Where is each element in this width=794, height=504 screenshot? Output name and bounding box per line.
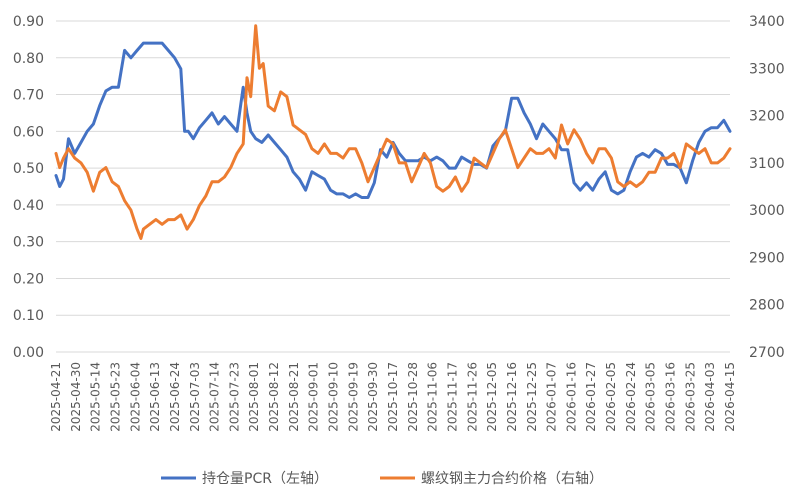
x-tick-label: 2025-11-06 [426,362,440,432]
y-left-tick-label: 0.30 [13,235,44,251]
x-tick-label: 2025-05-14 [89,362,103,432]
y-right-tick-label: 2800 [749,298,785,314]
y-left-tick-label: 0.70 [13,88,44,104]
x-tick-label: 2025-09-19 [346,362,360,432]
gridlines [56,20,730,353]
x-tick-label: 2026-04-03 [703,362,717,432]
x-tick-label: 2026-03-16 [664,362,678,432]
x-tick-label: 2026-01-07 [545,362,559,432]
legend: 持仓量PCR（左轴） 螺纹钢主力合约价格（右轴） [161,471,603,487]
x-tick-label: 2026-01-27 [584,362,598,432]
x-tick-label: 2025-08-01 [247,362,261,432]
y-left-tick-label: 0.90 [13,14,44,30]
x-tick-label: 2026-01-16 [564,362,578,432]
x-tick-label: 2025-07-03 [188,362,202,432]
x-tick-label: 2025-07-14 [208,362,222,432]
right-axis-ticks: 2700 2800 2900 3000 3100 3200 3300 3400 [749,14,785,361]
x-tick-label: 2025-07-23 [227,362,241,432]
x-tick-label: 2026-02-24 [624,362,638,432]
y-right-tick-label: 3300 [749,61,785,77]
y-left-tick-label: 0.40 [13,198,44,214]
x-tick-label: 2025-09-01 [307,362,321,432]
x-tick-label: 2025-06-24 [168,362,182,432]
x-tick-label: 2025-09-30 [366,362,380,432]
x-tick-label: 2025-10-17 [386,362,400,432]
y-right-tick-label: 3100 [749,156,785,172]
pcr-series-line [54,41,732,199]
y-right-tick-label: 2700 [749,345,785,361]
series-lines [54,24,732,240]
x-tick-label: 2026-02-05 [604,362,618,432]
x-tick-label: 2026-03-25 [683,362,697,432]
y-right-tick-label: 2900 [749,250,785,266]
y-left-tick-label: 0.00 [13,345,44,361]
y-left-tick-label: 0.10 [13,308,44,324]
x-tick-label: 2025-04-30 [69,362,83,432]
y-left-tick-label: 0.80 [13,51,44,67]
rebar-price-series-line [54,24,732,240]
x-tick-label: 2025-06-04 [128,362,142,432]
x-tick-label: 2025-05-23 [108,362,122,432]
y-right-tick-label: 3400 [749,14,785,30]
x-tick-label: 2025-09-10 [327,362,341,432]
x-tick-label: 2025-10-28 [406,362,420,432]
legend-label-pcr: 持仓量PCR（左轴） [202,471,328,487]
x-tick-label: 2025-11-17 [445,362,459,432]
x-tick-label: 2025-12-05 [485,362,499,432]
x-tick-label: 2025-06-13 [148,362,162,432]
x-tick-label: 2026-04-15 [723,362,737,432]
y-left-tick-label: 0.60 [13,124,44,140]
x-tick-label: 2025-04-21 [49,362,63,432]
x-tick-label: 2025-08-12 [267,362,281,432]
y-right-tick-label: 3200 [749,109,785,125]
legend-label-rebar-price: 螺纹钢主力合约价格（右轴） [421,471,603,487]
y-left-tick-label: 0.50 [13,161,44,177]
x-tick-label: 2026-03-05 [644,362,658,432]
x-tick-label: 2025-08-21 [287,362,301,432]
x-tick-label: 2025-12-25 [525,362,539,432]
y-right-tick-label: 3000 [749,203,785,219]
x-tick-label: 2025-11-26 [465,362,479,432]
y-left-tick-label: 0.20 [13,271,44,287]
x-tick-label: 2025-12-16 [505,362,519,432]
left-axis-ticks: 0.00 0.10 0.20 0.30 0.40 0.50 0.60 0.70 0.80 0.90 [13,14,44,361]
x-axis-ticks: 2025-04-21 2025-04-30 2025-05-14 2025-05-23… [49,362,737,432]
